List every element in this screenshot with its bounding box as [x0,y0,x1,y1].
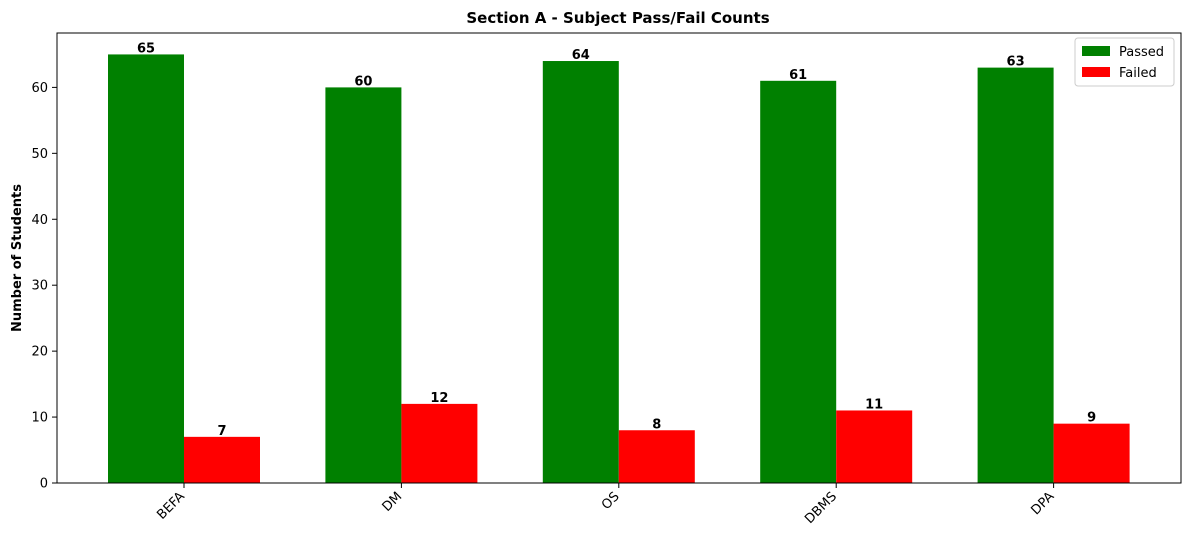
y-tick-label: 0 [40,477,48,492]
bar-failed-dpa [1053,423,1130,483]
y-axis-label: Number of Students [10,184,25,332]
legend: Passed Failed [1074,37,1175,87]
data-label-failed-befa: 7 [217,424,226,439]
y-tick-label: 10 [31,411,48,426]
chart-title: Section A - Subject Pass/Fail Counts [466,9,769,27]
bar-passed-dpa [977,67,1054,483]
data-label-passed-os: 64 [572,48,590,63]
bar-failed-os [618,430,695,483]
data-label-passed-befa: 65 [137,41,155,56]
data-label-passed-dbms: 61 [789,68,807,83]
data-labels-layer: 65 60 64 61 63 7 12 8 11 9 [137,41,1096,438]
x-axis: BEFA DM OS DBMS DPA [154,483,1057,527]
legend-label-failed: Failed [1119,66,1157,81]
y-tick-label: 30 [31,279,48,294]
bar-passed-befa [108,54,184,484]
x-tick-label-befa: BEFA [154,489,188,523]
y-axis: 0 10 20 30 40 50 60 [31,81,57,492]
y-tick-label: 40 [31,213,48,228]
bars-layer [108,54,1130,484]
data-label-failed-dm: 12 [430,391,448,406]
bar-passed-os [542,61,619,484]
bar-passed-dbms [760,80,837,484]
legend-swatch-failed [1082,67,1110,77]
data-label-passed-dpa: 63 [1007,55,1025,70]
bar-failed-befa [184,436,260,483]
x-tick-label-os: OS [599,489,623,513]
data-label-failed-os: 8 [652,417,661,432]
data-label-failed-dbms: 11 [865,397,883,412]
y-tick-label: 60 [31,81,48,96]
legend-label-passed: Passed [1119,45,1164,60]
bar-failed-dm [401,403,478,483]
x-tick-label-dpa: DPA [1028,489,1057,518]
bar-failed-dbms [836,410,913,483]
data-label-passed-dm: 60 [354,74,372,89]
plot-frame [56,32,1182,484]
y-tick-label: 20 [31,345,48,360]
y-tick-label: 50 [31,147,48,162]
x-tick-label-dm: DM [380,489,406,515]
data-label-failed-dpa: 9 [1087,411,1096,426]
bar-passed-dm [325,87,402,484]
legend-swatch-passed [1082,46,1110,56]
x-tick-label-dbms: DBMS [802,489,840,527]
